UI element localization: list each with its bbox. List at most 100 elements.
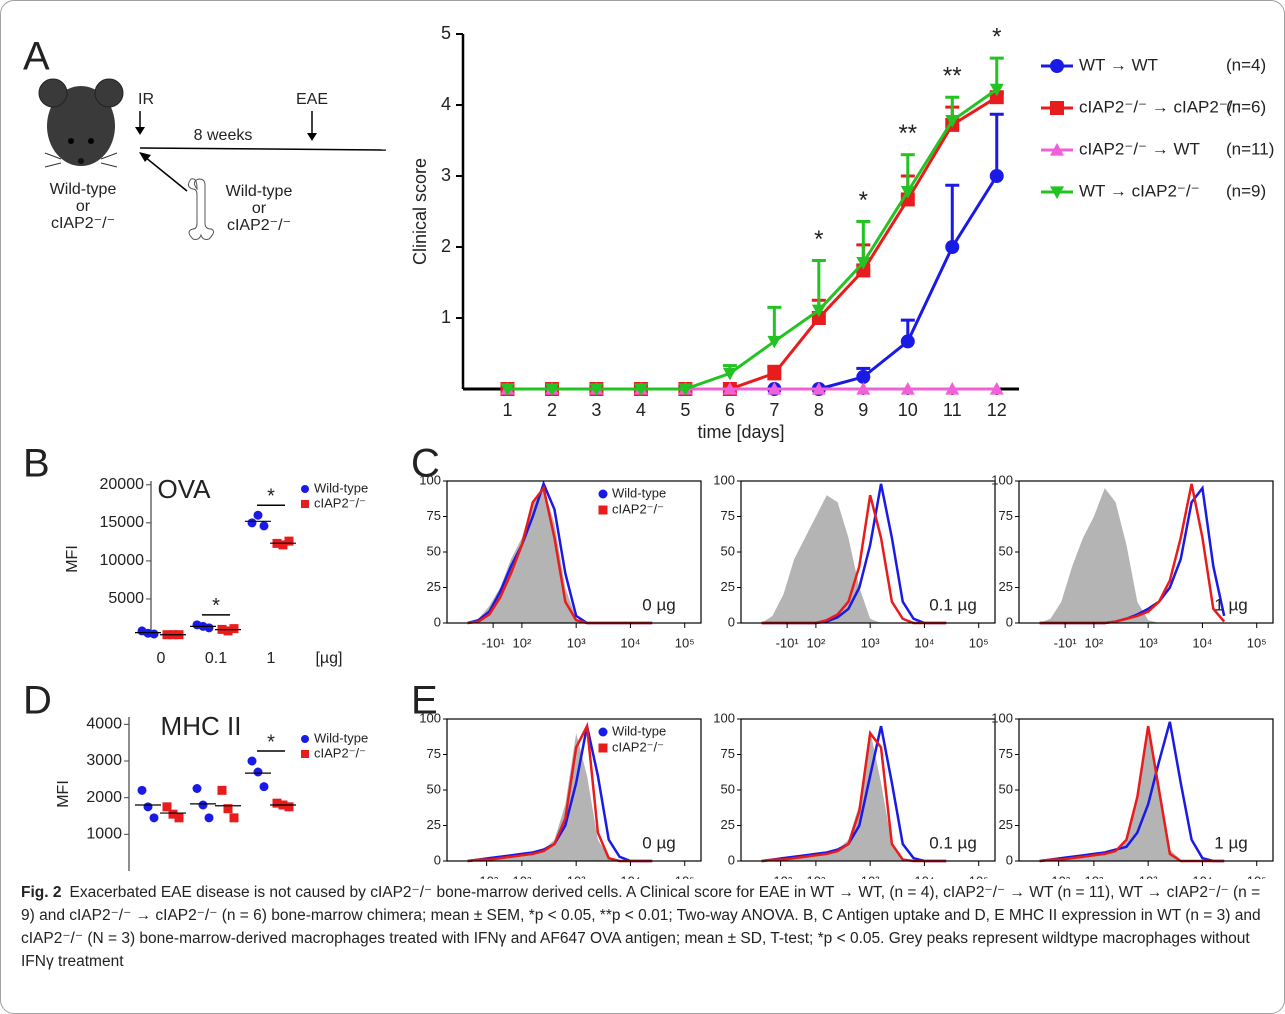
data-point [989, 83, 1004, 97]
x-tick-label: 10⁴ [1192, 635, 1212, 650]
x-tick-label: 10³ [1139, 635, 1158, 650]
mouse-label: cIAP2⁻/⁻ [51, 215, 115, 232]
y-tick-label: 100 [713, 710, 735, 725]
data-point [945, 115, 960, 128]
data-point [945, 240, 960, 254]
data-point [989, 169, 1004, 183]
x-tick-label: 11 [943, 400, 962, 420]
y-tick-label: 1 [441, 307, 451, 327]
y-tick-label: 3 [441, 165, 451, 185]
histogram-line [467, 725, 653, 863]
data-point [223, 804, 233, 814]
x-tick-label: 10⁵ [675, 635, 695, 650]
timeline [139, 147, 387, 151]
x-tick-label: 10⁴ [620, 873, 640, 879]
legend-marker [1050, 143, 1064, 156]
legend-label: Wild-type [314, 730, 368, 745]
y-tick-label: 100 [991, 472, 1013, 487]
y-tick-label: 1000 [86, 826, 122, 843]
y-axis-label: MFI [64, 545, 81, 573]
data-point [204, 623, 214, 633]
y-tick-label: 50 [427, 543, 441, 558]
legend-marker [1050, 59, 1064, 73]
x-tick-label: 10⁵ [1247, 635, 1267, 650]
data-point [589, 383, 604, 396]
x-tick-label: 3 [591, 400, 601, 420]
ir-label: IR [138, 91, 154, 108]
x-tick-label: 10⁴ [914, 873, 934, 879]
x-tick-label: 0.1 [205, 650, 227, 667]
x-tick-label: 10⁴ [914, 635, 934, 650]
caption: Fig. 2 Exacerbated EAE disease is not cau… [21, 881, 1266, 973]
data-point [149, 813, 159, 823]
data-point [767, 382, 782, 395]
legend-marker [1050, 186, 1064, 199]
data-point [174, 813, 184, 823]
x-tick-label: 10⁴ [620, 635, 640, 650]
x-tick-label: -10¹ [1054, 635, 1078, 650]
x-tick-label: 10³ [861, 635, 880, 650]
arrow [144, 156, 188, 192]
data-point [259, 782, 269, 792]
x-tick-label: 8 [814, 400, 824, 420]
data-point [162, 802, 172, 812]
y-tick-label: 10000 [100, 552, 145, 569]
x-tick-label: 10⁵ [675, 873, 695, 879]
legend-n: (n=9) [1226, 181, 1266, 200]
y-tick-label: 100 [419, 472, 441, 487]
caption-label: Fig. 2 [21, 884, 62, 901]
annotation: 0.1 µg [929, 833, 977, 852]
legend-label: cIAP2⁻/⁻ [612, 501, 664, 516]
data-point [137, 785, 147, 795]
y-tick-label: 4 [441, 94, 451, 114]
x-tick-label: 10³ [567, 635, 586, 650]
legend-label: Wild-type [612, 723, 666, 738]
y-tick-label: 15000 [100, 514, 145, 531]
y-tick-label: 25 [999, 579, 1013, 594]
y-tick-label: 75 [427, 508, 441, 523]
x-tick-label: 10³ [861, 873, 880, 879]
annotation: 0 µg [642, 595, 675, 614]
legend-marker [598, 727, 608, 737]
legend-marker [301, 735, 309, 743]
significance-label: ** [943, 63, 962, 90]
x-tick-label: 7 [769, 400, 779, 420]
legend-label: Wild-type [612, 485, 666, 500]
legend-n: (n=11) [1226, 139, 1274, 158]
data-point [217, 785, 227, 795]
data-point [900, 186, 915, 199]
data-point [229, 813, 239, 823]
data-point [168, 809, 178, 819]
y-tick-label: 4000 [86, 716, 122, 733]
data-point [204, 813, 214, 823]
x-tick-label: 10⁴ [1192, 873, 1212, 879]
data-point [278, 540, 288, 550]
histogram-line [1039, 721, 1225, 863]
y-tick-label: 75 [721, 508, 735, 523]
y-tick-label: 20000 [100, 476, 145, 493]
data-point [989, 382, 1004, 395]
legend-n: (n=4) [1226, 55, 1266, 74]
panel-letter: C [411, 442, 440, 486]
legend-label: cIAP2⁻/⁻ [612, 739, 664, 754]
series-line [507, 88, 998, 391]
x-tick-label: 10⁵ [1247, 873, 1267, 879]
y-tick-label: 0 [728, 614, 735, 629]
histogram-line [761, 725, 947, 863]
legend-label: cIAP2⁻/⁻ → WT [1079, 139, 1200, 158]
y-tick-label: 5000 [108, 590, 144, 607]
histogram-area [761, 495, 947, 623]
data-point [223, 626, 233, 636]
significance-label: * [267, 486, 275, 508]
arrowhead [307, 133, 317, 141]
data-point [811, 304, 826, 318]
annotation: 0.1 µg [929, 595, 977, 614]
data-point [856, 369, 871, 384]
x-tick-label: 10 [898, 400, 918, 420]
x-tick-label: 10² [512, 873, 531, 879]
legend-marker [301, 485, 309, 493]
x-tick-label: 6 [725, 400, 735, 420]
annotation: 0 µg [642, 833, 675, 852]
legend-label: cIAP2⁻/⁻ → cIAP2⁻/⁻ [1079, 97, 1242, 116]
data-point [247, 518, 257, 528]
